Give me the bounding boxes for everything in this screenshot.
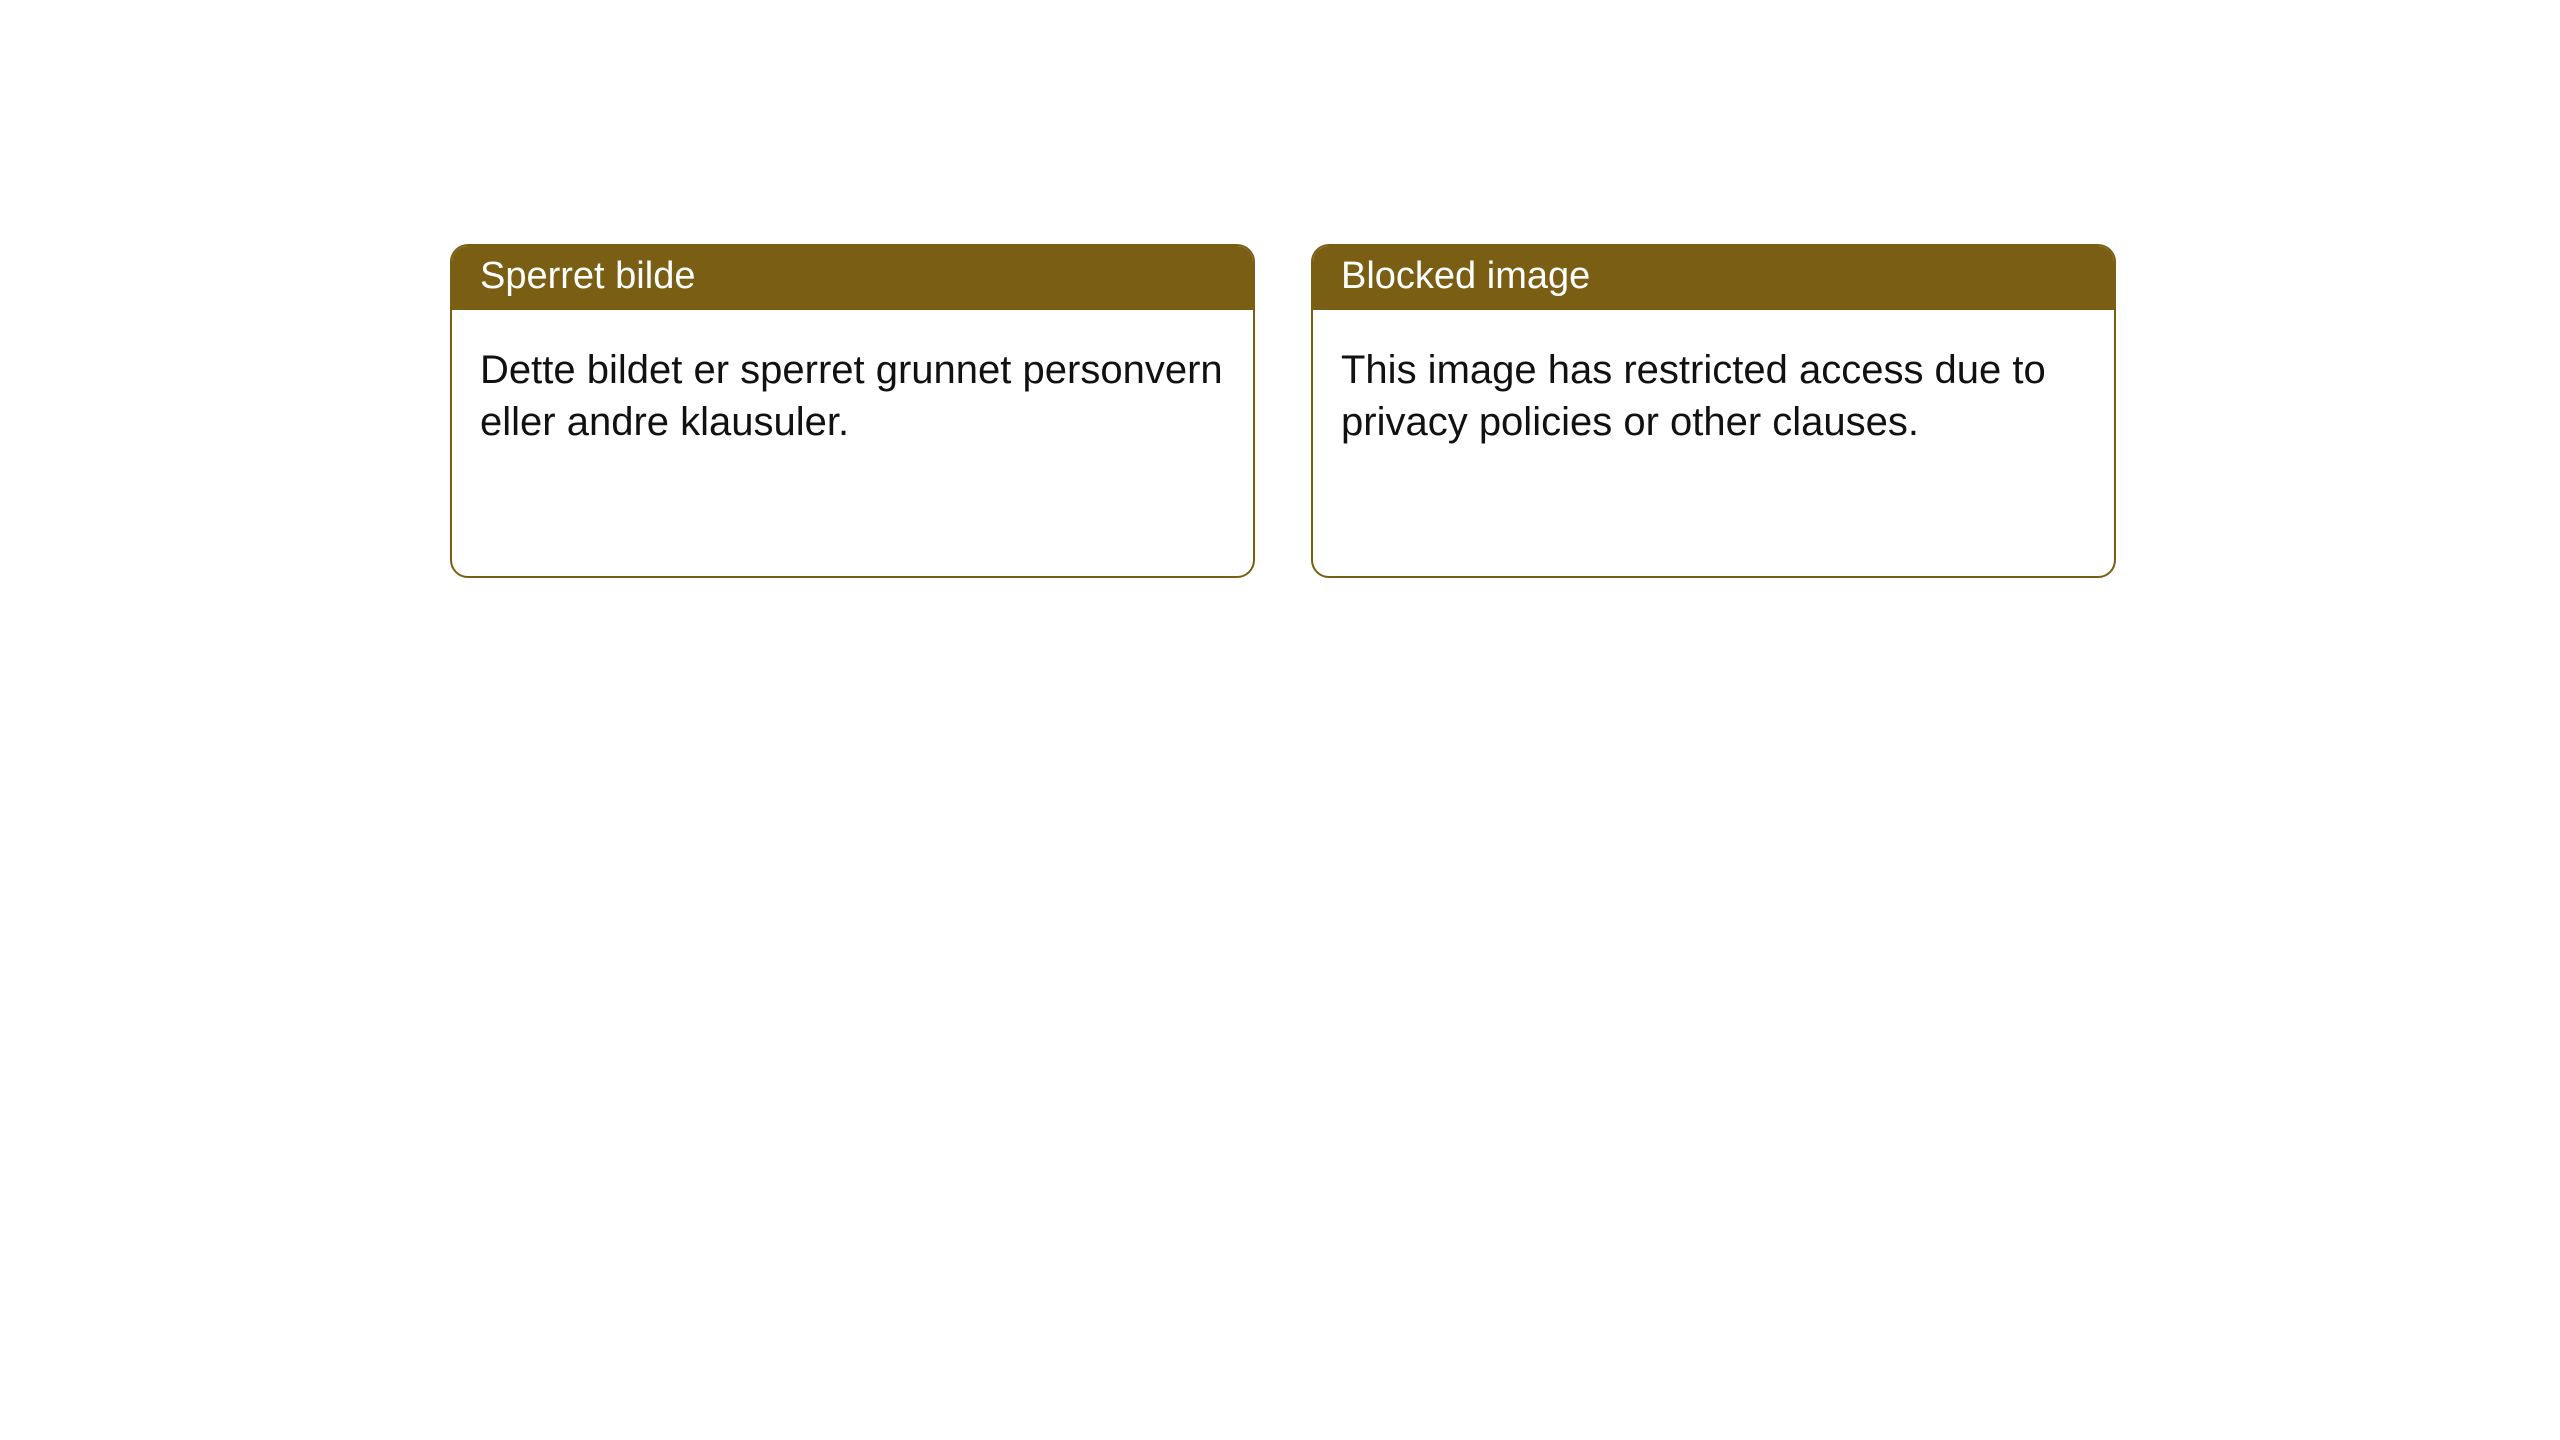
notice-card-header: Blocked image [1313, 246, 2114, 310]
notice-card-norwegian: Sperret bilde Dette bildet er sperret gr… [450, 244, 1255, 578]
notice-card-body: Dette bildet er sperret grunnet personve… [452, 310, 1253, 482]
notice-card-body: This image has restricted access due to … [1313, 310, 2114, 482]
notice-card-header: Sperret bilde [452, 246, 1253, 310]
notice-card-english: Blocked image This image has restricted … [1311, 244, 2116, 578]
notice-cards-container: Sperret bilde Dette bildet er sperret gr… [450, 244, 2116, 578]
